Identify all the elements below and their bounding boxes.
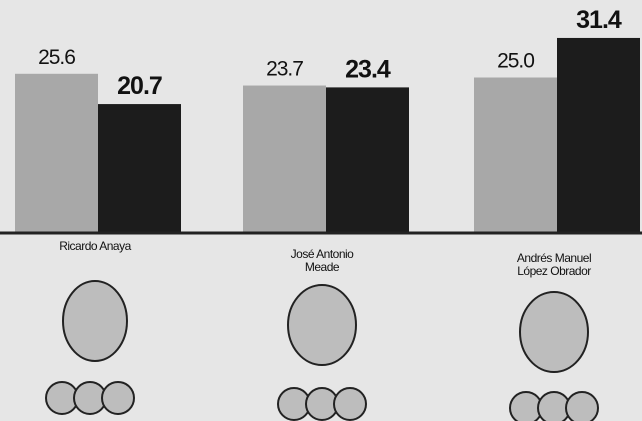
category-label: Andrés Manuel López Obrador xyxy=(506,252,602,278)
bar xyxy=(474,78,557,233)
category-label: José Antonio Meade xyxy=(282,248,362,274)
bar xyxy=(326,87,409,232)
bar xyxy=(98,104,181,232)
value-label: 23.4 xyxy=(345,55,391,83)
value-label: 31.4 xyxy=(576,6,622,34)
photos xyxy=(46,281,598,421)
bar xyxy=(15,74,98,232)
value-label: 23.7 xyxy=(266,58,303,81)
chart-page: 31.4 23.4 20.7 25.0 23.7 25.6 Ricardo Anaya Jo… xyxy=(0,0,642,421)
value-label: 25.0 xyxy=(497,50,534,73)
value-label: 25.6 xyxy=(38,46,75,69)
bar xyxy=(557,38,640,232)
bar xyxy=(243,86,326,232)
category-label: Ricardo Anaya xyxy=(55,240,135,253)
value-label: 20.7 xyxy=(117,72,162,100)
chart: 31.4 23.4 20.7 25.0 23.7 25.6 xyxy=(0,0,642,421)
